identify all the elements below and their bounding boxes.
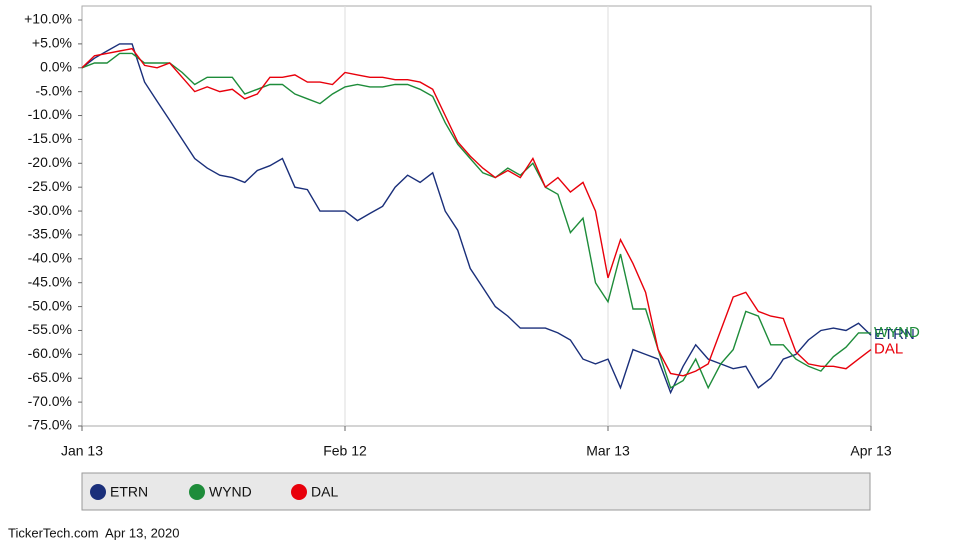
x-tick-label: Jan 13 xyxy=(61,443,103,459)
x-tick-label: Apr 13 xyxy=(850,443,891,459)
y-tick-label: -55.0% xyxy=(28,321,72,337)
y-tick-label: -10.0% xyxy=(28,106,72,122)
legend-label: DAL xyxy=(311,484,338,500)
y-tick-label: +10.0% xyxy=(24,11,72,27)
plot-area xyxy=(81,5,872,427)
footer: TickerTech.com Apr 13, 2020 xyxy=(8,525,180,540)
x-tick-label: Mar 13 xyxy=(586,443,630,459)
end-label: ETRN xyxy=(874,326,915,343)
y-tick-label: -30.0% xyxy=(28,202,72,218)
y-tick-label: -5.0% xyxy=(35,82,72,98)
y-tick-label: -15.0% xyxy=(28,130,72,146)
y-tick-label: -65.0% xyxy=(28,369,72,385)
legend-label: ETRN xyxy=(110,484,148,500)
legend-marker xyxy=(189,484,205,500)
y-tick-label: 0.0% xyxy=(40,58,72,74)
y-tick-label: +5.0% xyxy=(32,35,72,51)
end-label: WYND xyxy=(874,324,920,341)
legend-marker xyxy=(291,484,307,500)
y-tick-label: -75.0% xyxy=(28,417,72,433)
y-tick-label: -35.0% xyxy=(28,226,72,242)
x-tick-label: Feb 12 xyxy=(323,443,367,459)
y-tick-label: -70.0% xyxy=(28,393,72,409)
y-tick-label: -50.0% xyxy=(28,297,72,313)
y-tick-label: -60.0% xyxy=(28,345,72,361)
y-tick-label: -25.0% xyxy=(28,178,72,194)
legend-label: WYND xyxy=(209,484,252,500)
legend-box xyxy=(81,472,871,511)
series-line xyxy=(81,52,871,390)
series-line xyxy=(81,43,872,395)
y-tick-label: -20.0% xyxy=(28,154,72,170)
y-tick-label: -40.0% xyxy=(28,250,72,266)
end-label: DAL xyxy=(874,341,903,358)
legend-marker xyxy=(90,484,106,500)
series-line xyxy=(81,47,872,377)
y-tick-label: -45.0% xyxy=(28,273,72,289)
